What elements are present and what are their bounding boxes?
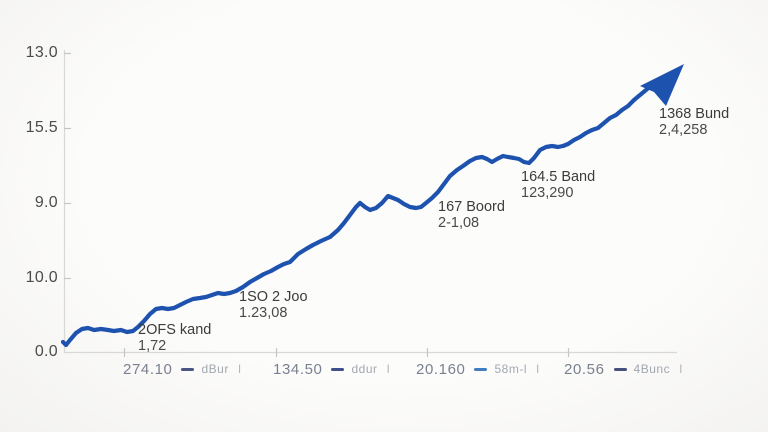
y-axis-label: 15.5	[25, 119, 58, 136]
annotation-value: 1,72	[138, 337, 167, 354]
annotation-label: 167 Boord	[438, 199, 505, 215]
y-tick-marks	[64, 52, 71, 280]
x-axis-value: 20.160	[416, 360, 466, 378]
x-axis-group: 20.56 4Bunc I	[564, 360, 683, 378]
annotation-value: 123,290	[521, 184, 574, 201]
annotation-label: 164.5 Band	[521, 169, 596, 185]
x-axis-group: 134.50 ddur I	[273, 360, 390, 378]
annotation: 164.5 Band 123,290	[521, 169, 596, 201]
trend-line	[60, 83, 654, 348]
x-axis-separator: I	[536, 362, 540, 376]
legend-dash-icon	[331, 367, 345, 371]
x-axis-separator: I	[386, 362, 390, 376]
arrow-head-icon	[640, 64, 684, 106]
legend-dash-icon	[613, 367, 627, 371]
y-axis-label: 13.0	[25, 44, 58, 61]
x-axis-separator: I	[237, 362, 242, 376]
x-axis-unit: 4Bunc	[633, 362, 671, 376]
annotation-label: 1368 Bund	[659, 106, 730, 122]
legend-dash-icon	[181, 367, 195, 371]
y-axis-label: 10.0	[25, 269, 58, 286]
annotation-value: 2,4,258	[659, 121, 708, 138]
x-axis-separator: I	[679, 362, 683, 376]
annotation: 167 Boord 2-1,08	[438, 199, 505, 231]
annotation: 2OFS kand 1,72	[138, 322, 212, 354]
annotation: 1368 Bund 2,4,258	[659, 106, 730, 138]
annotation: 1SO 2 Joo 1.23,08	[239, 289, 308, 321]
x-axis-unit: 58m-l	[494, 362, 527, 376]
annotation-label: 1SO 2 Joo	[239, 289, 308, 305]
x-axis-unit: ddur	[351, 362, 378, 376]
legend-dash-icon	[474, 367, 488, 371]
x-axis-value: 20.56	[564, 360, 605, 378]
x-axis-value: 134.50	[273, 360, 323, 378]
x-axis-unit: dBur	[201, 362, 229, 376]
annotation-value: 2-1,08	[438, 214, 480, 231]
y-axis-label: 0.0	[34, 343, 58, 360]
x-axis-value: 274.10	[123, 360, 173, 378]
annotation-label: 2OFS kand	[138, 322, 212, 338]
annotation-value: 1.23,08	[239, 304, 288, 321]
y-axis-label: 9.0	[34, 194, 58, 211]
x-tick-marks	[123, 348, 570, 357]
x-axis-group: 20.160 58m-l I	[416, 360, 540, 378]
x-axis-group: 274.10 dBur I	[123, 360, 242, 378]
